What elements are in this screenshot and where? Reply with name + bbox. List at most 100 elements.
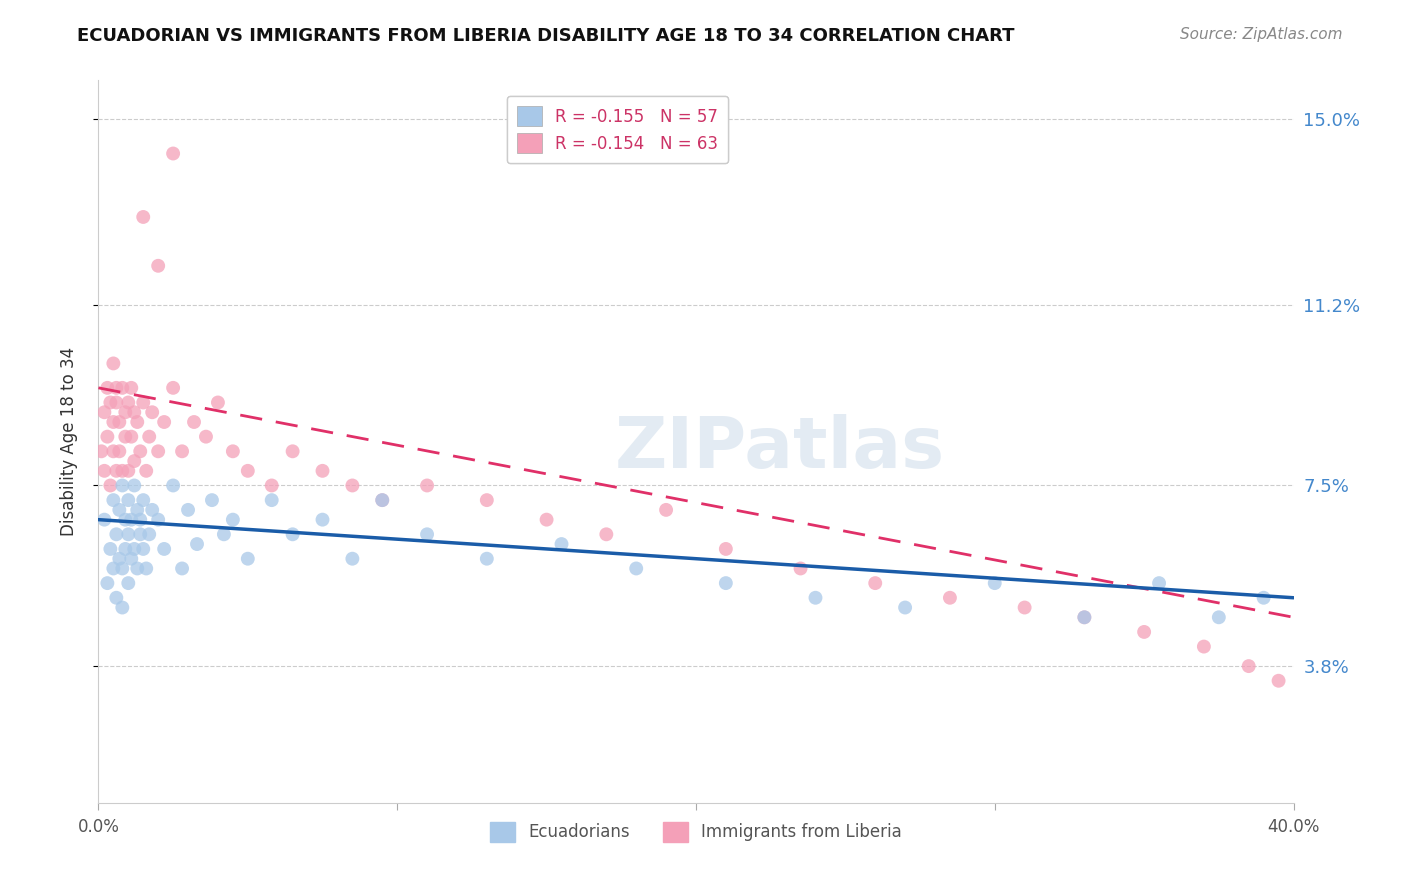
Point xyxy=(114,541,136,556)
Point xyxy=(90,444,112,458)
Point xyxy=(236,551,259,566)
Point xyxy=(162,478,184,492)
Point xyxy=(127,503,149,517)
Point xyxy=(105,395,128,409)
Point xyxy=(1267,673,1289,688)
Point xyxy=(153,415,176,429)
Point xyxy=(1133,624,1156,639)
Point xyxy=(804,591,827,605)
Point xyxy=(108,415,131,429)
Point xyxy=(416,527,439,541)
Point xyxy=(281,527,304,541)
Point xyxy=(129,527,152,541)
Point xyxy=(141,503,163,517)
Point xyxy=(183,415,205,429)
Point xyxy=(127,415,149,429)
Point xyxy=(148,259,170,273)
Point xyxy=(120,430,142,444)
Point xyxy=(98,541,122,556)
Point xyxy=(132,210,155,224)
Point xyxy=(207,395,229,409)
Point xyxy=(148,444,170,458)
Point xyxy=(103,356,125,370)
Point xyxy=(96,381,118,395)
Point xyxy=(148,513,170,527)
Point xyxy=(939,591,962,605)
Point xyxy=(98,395,122,409)
Point xyxy=(103,493,125,508)
Point xyxy=(153,541,176,556)
Point xyxy=(416,478,439,492)
Legend: Ecuadorians, Immigrants from Liberia: Ecuadorians, Immigrants from Liberia xyxy=(484,815,908,848)
Point xyxy=(111,600,134,615)
Point xyxy=(96,430,118,444)
Text: ZIPatlas: ZIPatlas xyxy=(614,414,945,483)
Point xyxy=(281,444,304,458)
Point xyxy=(1147,576,1170,591)
Point xyxy=(124,478,146,492)
Point xyxy=(475,493,498,508)
Point xyxy=(177,503,200,517)
Point xyxy=(93,513,115,527)
Point xyxy=(120,381,142,395)
Point xyxy=(1014,600,1036,615)
Point xyxy=(103,444,125,458)
Point xyxy=(103,561,125,575)
Point xyxy=(96,576,118,591)
Point xyxy=(132,541,155,556)
Point xyxy=(222,513,245,527)
Point xyxy=(1073,610,1095,624)
Point xyxy=(141,405,163,419)
Point xyxy=(108,551,131,566)
Point xyxy=(894,600,917,615)
Point xyxy=(124,541,146,556)
Point xyxy=(111,381,134,395)
Point xyxy=(714,576,737,591)
Point xyxy=(260,493,283,508)
Point xyxy=(714,541,737,556)
Point xyxy=(93,405,115,419)
Point xyxy=(135,464,157,478)
Point xyxy=(172,561,194,575)
Point xyxy=(342,551,364,566)
Point xyxy=(138,430,160,444)
Point xyxy=(105,464,128,478)
Point xyxy=(162,146,184,161)
Point xyxy=(342,478,364,492)
Point xyxy=(1237,659,1260,673)
Point xyxy=(93,464,115,478)
Point xyxy=(117,576,139,591)
Point xyxy=(595,527,617,541)
Point xyxy=(124,454,146,468)
Point xyxy=(789,561,811,575)
Point xyxy=(111,464,134,478)
Point xyxy=(222,444,245,458)
Point xyxy=(117,493,139,508)
Point xyxy=(132,493,155,508)
Point xyxy=(1253,591,1275,605)
Point xyxy=(117,527,139,541)
Point xyxy=(371,493,394,508)
Point xyxy=(120,513,142,527)
Point xyxy=(132,395,155,409)
Point xyxy=(1073,610,1095,624)
Point xyxy=(114,513,136,527)
Point xyxy=(127,561,149,575)
Point xyxy=(103,415,125,429)
Point xyxy=(212,527,235,541)
Point xyxy=(172,444,194,458)
Point xyxy=(98,478,122,492)
Point xyxy=(114,405,136,419)
Point xyxy=(475,551,498,566)
Text: ECUADORIAN VS IMMIGRANTS FROM LIBERIA DISABILITY AGE 18 TO 34 CORRELATION CHART: ECUADORIAN VS IMMIGRANTS FROM LIBERIA DI… xyxy=(77,27,1015,45)
Point xyxy=(865,576,887,591)
Point xyxy=(108,503,131,517)
Point xyxy=(129,513,152,527)
Point xyxy=(105,527,128,541)
Point xyxy=(260,478,283,492)
Point xyxy=(117,395,139,409)
Point xyxy=(135,561,157,575)
Point xyxy=(124,405,146,419)
Point xyxy=(536,513,558,527)
Point xyxy=(984,576,1007,591)
